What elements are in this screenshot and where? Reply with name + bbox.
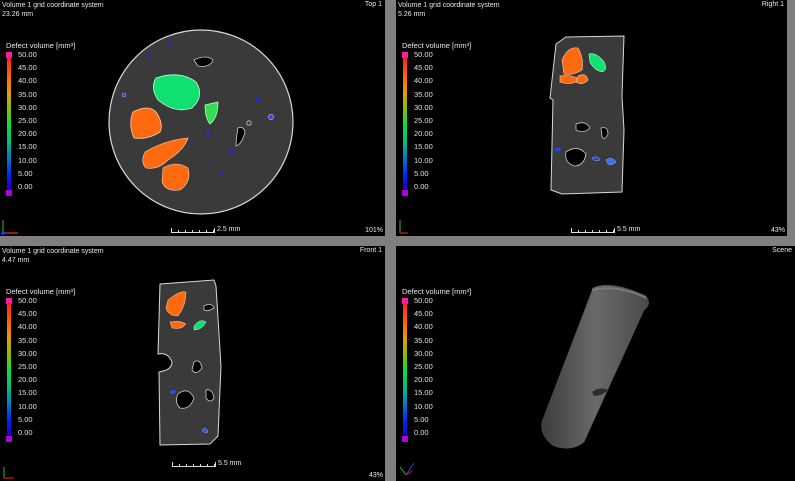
legend-tick: 50.00 — [18, 50, 37, 59]
viewport-3d-scene[interactable]: Scene Defect volume [mm³] 50.00 45.00 40… — [396, 246, 795, 481]
legend-tick: 30.00 — [414, 348, 433, 358]
legend-tick: 45.00 — [414, 309, 433, 319]
legend-tick: 10.00 — [18, 155, 37, 165]
viewport-top[interactable]: Volume 1 grid coordinate system 23.26 mm… — [0, 0, 385, 236]
legend-tick: 35.00 — [414, 89, 433, 99]
legend-colorbar — [7, 57, 11, 189]
legend-tick: 30.00 — [18, 348, 37, 358]
scale-bar-label: 5.5 mm — [218, 460, 242, 467]
legend-tick: 30.00 — [18, 102, 37, 112]
legend-tick: 50.00 — [414, 50, 433, 59]
coordinate-info: Volume 1 grid coordinate system 4.47 mm — [2, 247, 104, 265]
view-name-label: Scene — [772, 247, 792, 254]
legend-tick: 40.00 — [414, 322, 433, 332]
legend-max-cap — [6, 298, 12, 304]
zoom-level: 43% — [770, 227, 785, 234]
defect-volume-legend: Defect volume [mm³] 50.00 45.00 40.00 35… — [402, 287, 471, 442]
legend-tick: 5.00 — [18, 168, 33, 178]
coordinate-system-label: Volume 1 grid coordinate system — [398, 2, 500, 9]
legend-tick: 45.00 — [18, 309, 37, 319]
legend-tick: 20.00 — [18, 129, 37, 139]
legend-max-cap — [402, 52, 408, 58]
measurement-label: 5.26 mm — [398, 11, 426, 18]
coordinate-info: Volume 1 grid coordinate system 23.26 mm — [2, 1, 104, 19]
coordinate-info: Volume 1 grid coordinate system 5.26 mm — [398, 1, 500, 19]
legend-tick: 15.00 — [414, 142, 433, 152]
legend-max-cap — [402, 298, 408, 304]
view-name-label: Top 1 — [364, 1, 382, 8]
legend-tick: 15.00 — [18, 388, 37, 398]
legend-tick: 25.00 — [414, 115, 433, 125]
legend-tick: 40.00 — [18, 76, 37, 86]
legend-min-cap — [6, 436, 12, 442]
top-slice-image — [108, 29, 294, 215]
right-slice-image — [549, 35, 625, 195]
legend-tick: 45.00 — [414, 63, 433, 73]
axes-orientation-icon — [399, 220, 408, 234]
axes-orientation-icon — [3, 467, 14, 479]
legend-tick: 25.00 — [18, 115, 37, 125]
legend-tick: 20.00 — [414, 129, 433, 139]
legend-tick: 15.00 — [414, 388, 433, 398]
legend-tick: 25.00 — [414, 361, 433, 371]
scale-bar-label: 5.5 mm — [617, 226, 641, 233]
legend-tick: 10.00 — [414, 401, 433, 411]
legend-tick: 40.00 — [18, 322, 37, 332]
coordinate-system-label: Volume 1 grid coordinate system — [2, 2, 104, 9]
zoom-level: 101% — [365, 227, 383, 234]
view-name-label: Right 1 — [761, 1, 784, 8]
legend-min-cap — [402, 436, 408, 442]
legend-colorbar — [7, 303, 11, 435]
zoom-level: 43% — [368, 472, 383, 479]
viewport-right[interactable]: Volume 1 grid coordinate system 5.26 mm … — [396, 0, 787, 236]
legend-tick: 40.00 — [414, 76, 433, 86]
legend-title: Defect volume [mm³] — [6, 287, 76, 296]
view-name-label: Front 1 — [359, 247, 382, 254]
legend-tick: 45.00 — [18, 63, 37, 73]
legend-tick: 5.00 — [414, 414, 429, 424]
legend-colorbar — [403, 57, 407, 189]
3d-sample-render — [541, 285, 649, 449]
legend-tick: 35.00 — [414, 335, 433, 345]
legend-tick: 0.00 — [414, 181, 429, 191]
legend-tick: 20.00 — [18, 375, 37, 385]
axes-orientation-icon — [399, 462, 415, 476]
scale-bar-label: 2.5 mm — [217, 226, 241, 233]
measurement-label: 4.47 mm — [2, 257, 30, 264]
legend-tick: 50.00 — [414, 296, 433, 305]
legend-tick: 30.00 — [414, 102, 433, 112]
defect-volume-legend: Defect volume [mm³] 50.00 45.00 40.00 35… — [402, 41, 471, 196]
coordinate-system-label: Volume 1 grid coordinate system — [2, 248, 104, 255]
legend-tick: 10.00 — [18, 401, 37, 411]
legend-tick: 15.00 — [18, 142, 37, 152]
legend-title: Defect volume [mm³] — [6, 41, 76, 50]
legend-tick: 25.00 — [18, 361, 37, 371]
scale-bar: 5.5 mm — [172, 460, 241, 467]
legend-tick: 20.00 — [414, 375, 433, 385]
legend-colorbar — [403, 303, 407, 435]
legend-min-cap — [6, 190, 12, 196]
front-slice-image — [157, 279, 222, 446]
legend-title: Defect volume [mm³] — [402, 287, 472, 296]
scale-bar: 2.5 mm — [171, 226, 240, 233]
legend-tick: 5.00 — [414, 168, 429, 178]
legend-tick: 0.00 — [18, 181, 33, 191]
legend-tick: 35.00 — [18, 89, 37, 99]
legend-tick: 5.00 — [18, 414, 33, 424]
legend-tick: 10.00 — [414, 155, 433, 165]
legend-min-cap — [402, 190, 408, 196]
legend-tick: 0.00 — [18, 427, 33, 437]
legend-max-cap — [6, 52, 12, 58]
legend-tick: 35.00 — [18, 335, 37, 345]
legend-tick: 0.00 — [414, 427, 429, 437]
viewport-front[interactable]: Volume 1 grid coordinate system 4.47 mm … — [0, 246, 385, 481]
legend-tick: 50.00 — [18, 296, 37, 305]
defect-volume-legend: Defect volume [mm³] 50.00 45.00 40.00 35… — [6, 41, 75, 196]
axes-orientation-icon — [1, 220, 18, 235]
defect-volume-legend: Defect volume [mm³] 50.00 45.00 40.00 35… — [6, 287, 75, 442]
legend-title: Defect volume [mm³] — [402, 41, 472, 50]
measurement-label: 23.26 mm — [2, 11, 34, 18]
scale-bar: 5.5 mm — [571, 226, 640, 233]
